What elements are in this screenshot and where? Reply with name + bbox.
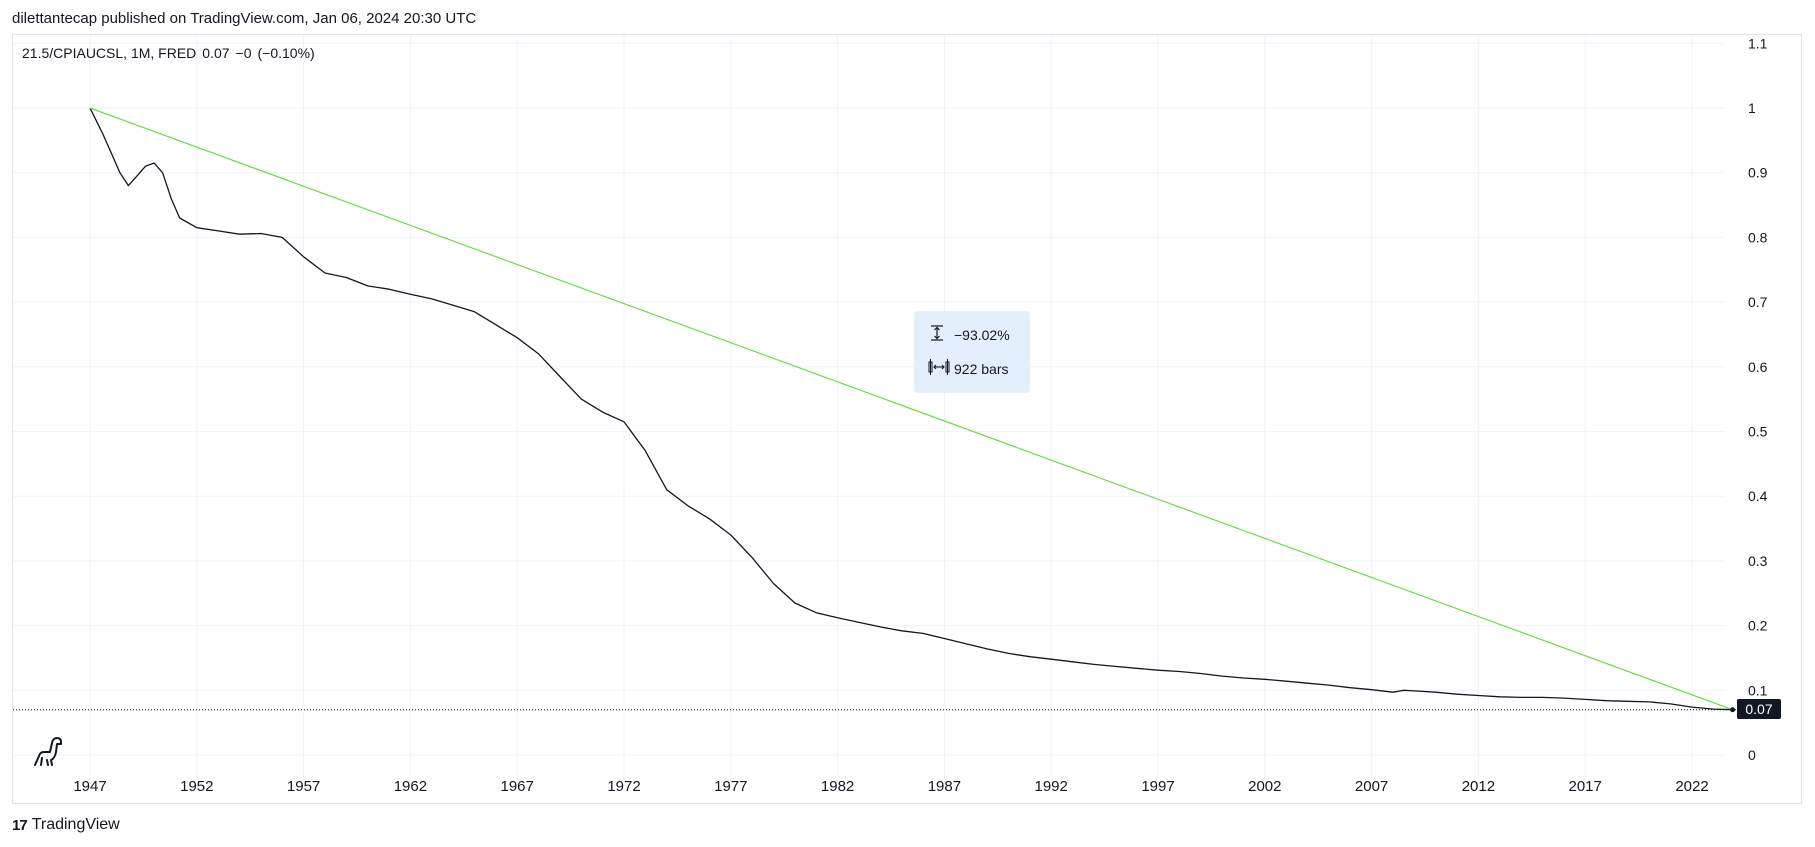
y-tick-label: 0.3 (1748, 553, 1768, 569)
footer-brand-label: TradingView (31, 816, 120, 833)
y-tick-label: 0.2 (1748, 618, 1768, 634)
legend-change: −0 (235, 45, 252, 61)
symbol-legend[interactable]: 21.5/CPIAUCSL, 1M, FRED 0.07 −0 (−0.10%) (22, 45, 321, 61)
x-tick-label: 1962 (394, 778, 427, 795)
y-axis-ticks: 0 0.1 0.2 0.3 0.4 0.5 0.6 0.7 0.8 0.9 1 1.1 (1748, 35, 1768, 763)
legend-change-pct: (−0.10%) (257, 45, 315, 61)
measure-percent: −93.02% (954, 326, 1010, 343)
x-tick-label: 1972 (607, 778, 640, 795)
y-tick-label: 1.1 (1748, 35, 1768, 51)
x-tick-label: 2012 (1462, 778, 1495, 795)
x-tick-label: 1952 (180, 778, 213, 795)
end-point-marker[interactable] (1730, 707, 1736, 713)
y-tick-label: 0.7 (1748, 294, 1768, 310)
x-axis-ticks: 1947 1952 1957 1962 1967 1972 1977 1982 1987 1992… (73, 778, 1708, 795)
grid (13, 35, 1725, 780)
y-tick-label: 0.6 (1748, 359, 1768, 375)
x-tick-label: 1967 (501, 778, 534, 795)
x-tick-label: 2007 (1355, 778, 1388, 795)
y-tick-label: 0.5 (1748, 424, 1768, 440)
x-tick-label: 1982 (821, 778, 854, 795)
legend-last: 0.07 (202, 45, 230, 61)
x-tick-label: 2002 (1248, 778, 1281, 795)
x-tick-label: 1992 (1035, 778, 1068, 795)
tradingview-logo-icon: 17 (12, 816, 28, 834)
x-tick-label: 1997 (1141, 778, 1174, 795)
legend-symbol: 21.5/CPIAUCSL, 1M, FRED (22, 45, 197, 61)
series[interactable] (89, 107, 1736, 713)
x-tick-label: 1977 (714, 778, 747, 795)
measure-bars: 922 bars (954, 360, 1009, 377)
chart-frame (12, 34, 1802, 804)
y-tick-label: 0.8 (1748, 229, 1768, 245)
last-price-tag: 0.07 (1737, 699, 1781, 719)
x-tick-label: 2017 (1569, 778, 1602, 795)
publisher-line: dilettantecap published on TradingView.c… (12, 10, 477, 27)
x-tick-label: 1957 (287, 778, 320, 795)
dino-icon (30, 732, 66, 773)
y-tick-label: 0.1 (1748, 682, 1768, 698)
footer-brand[interactable]: 17 TradingView (12, 816, 120, 834)
y-tick-label: 0.9 (1748, 165, 1768, 181)
y-tick-label: 1 (1748, 100, 1756, 116)
vertical-range-icon (928, 324, 954, 345)
y-tick-label: 0.4 (1748, 488, 1768, 504)
x-tick-label: 1987 (928, 778, 961, 795)
trend-line[interactable] (89, 107, 1733, 711)
x-tick-label: 1947 (73, 778, 106, 795)
y-tick-label: 0 (1748, 747, 1756, 763)
x-tick-label: 2022 (1675, 778, 1708, 795)
horizontal-range-icon (928, 358, 954, 379)
measure-tooltip: −93.02% 922 bars (914, 311, 1030, 393)
price-series-line[interactable] (89, 107, 1733, 711)
